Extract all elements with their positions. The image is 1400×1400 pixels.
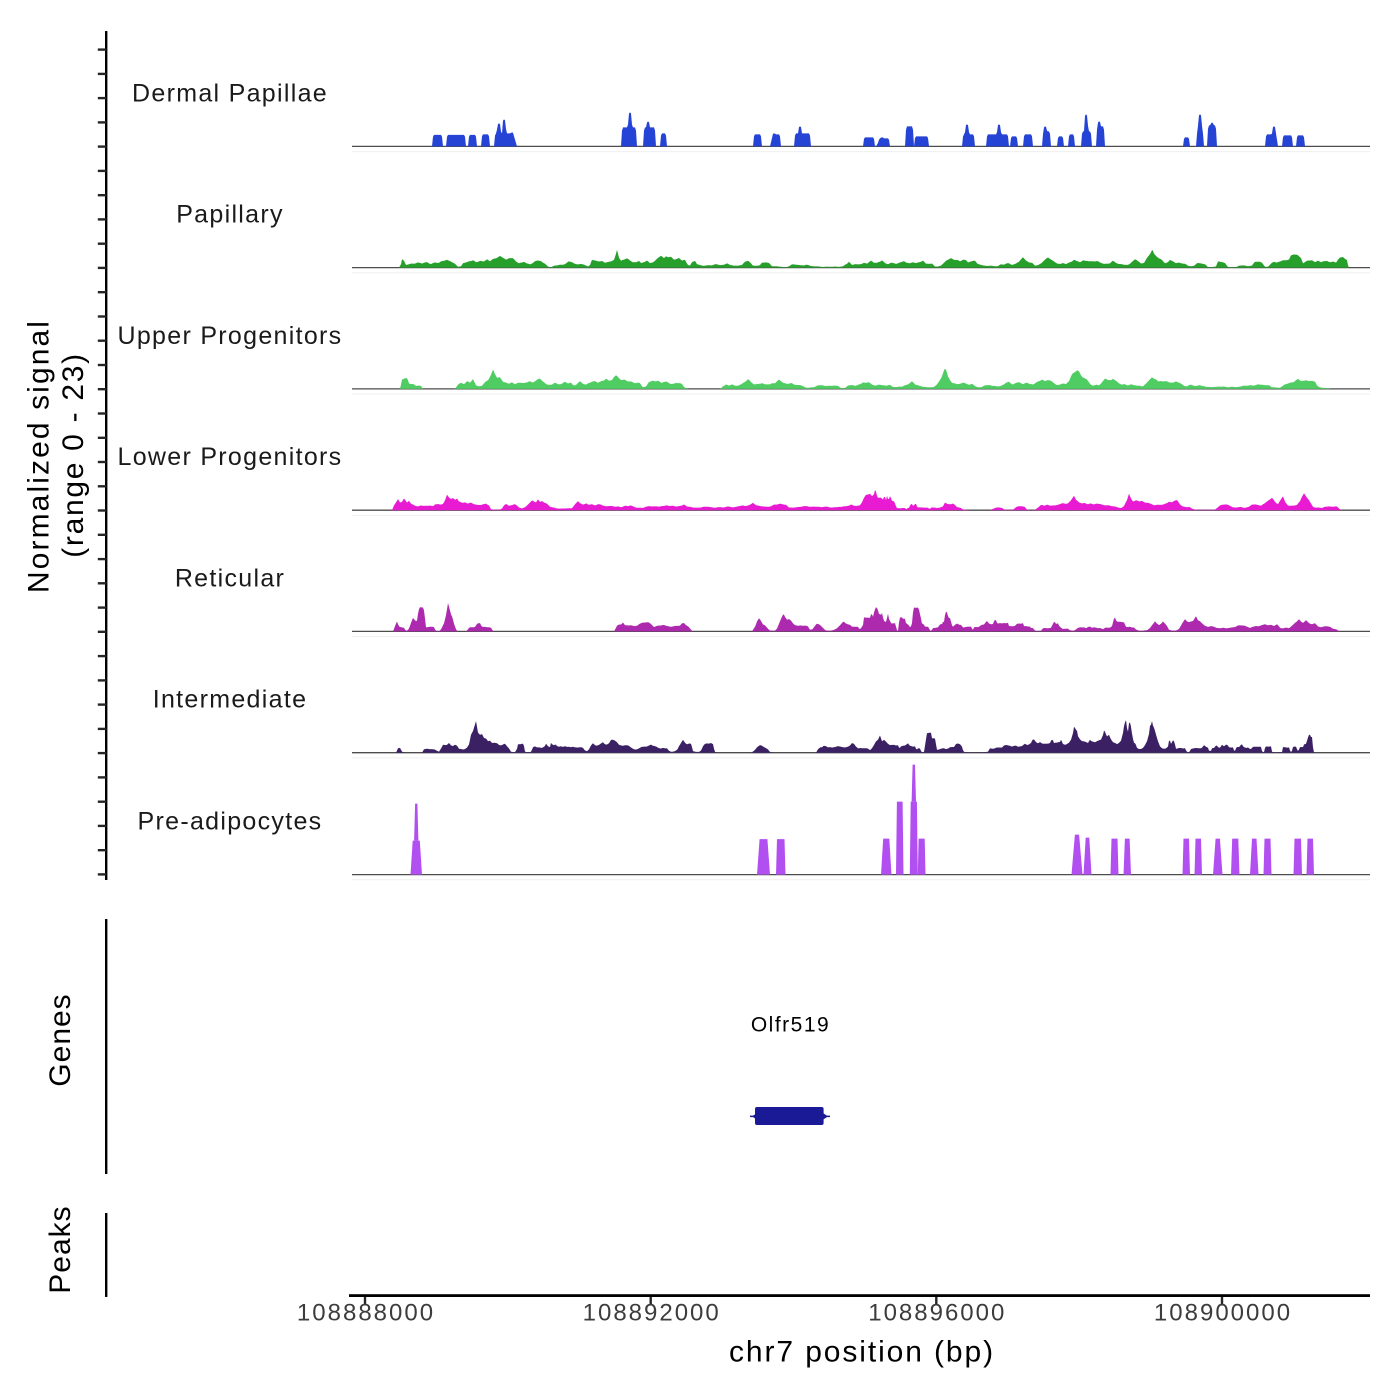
svg-text:chr7 position (bp): chr7 position (bp): [729, 1336, 995, 1369]
svg-text:108900000: 108900000: [1154, 1300, 1292, 1327]
svg-text:(range 0 - 23): (range 0 - 23): [57, 352, 90, 558]
svg-text:Peaks: Peaks: [44, 1205, 77, 1293]
svg-text:Intermediate: Intermediate: [153, 686, 308, 714]
svg-text:Papillary: Papillary: [176, 201, 284, 229]
svg-text:Genes: Genes: [44, 993, 77, 1086]
svg-text:Normalized signal: Normalized signal: [23, 319, 56, 593]
svg-text:Olfr519: Olfr519: [751, 1014, 830, 1037]
svg-text:Pre-adipocytes: Pre-adipocytes: [138, 808, 323, 836]
svg-text:Reticular: Reticular: [175, 564, 285, 592]
svg-text:108892000: 108892000: [583, 1300, 721, 1327]
svg-text:Dermal Papillae: Dermal Papillae: [132, 79, 328, 107]
svg-text:108896000: 108896000: [868, 1300, 1006, 1327]
svg-text:Upper Progenitors: Upper Progenitors: [118, 322, 343, 350]
svg-text:Lower Progenitors: Lower Progenitors: [118, 443, 343, 471]
svg-text:108888000: 108888000: [297, 1300, 435, 1327]
